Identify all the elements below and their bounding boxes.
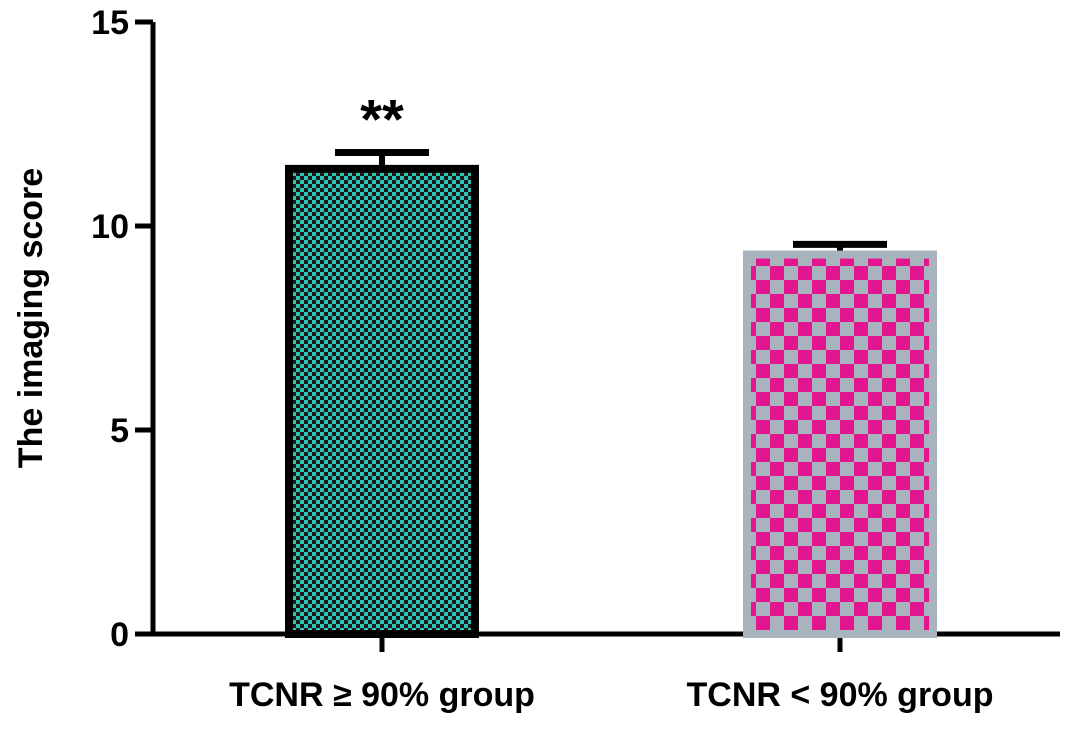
y-tick-label: 5	[110, 412, 129, 450]
y-ticks: 0 5 10 15	[91, 4, 153, 654]
y-tick-label: 15	[91, 4, 129, 42]
bars	[285, 149, 937, 638]
y-tick-label: 10	[91, 208, 129, 246]
significance-annotation: **	[360, 88, 404, 151]
x-tick-label: TCNR ≥ 90% group	[229, 676, 535, 714]
bar	[285, 164, 479, 638]
annotations: **	[360, 88, 404, 151]
x-tick-label: TCNR < 90% group	[687, 676, 994, 714]
y-axis-title: The imaging score	[12, 168, 50, 468]
bar	[743, 250, 937, 638]
x-ticks: TCNR ≥ 90% group TCNR < 90% group	[229, 634, 993, 714]
y-tick-label: 0	[110, 616, 129, 654]
